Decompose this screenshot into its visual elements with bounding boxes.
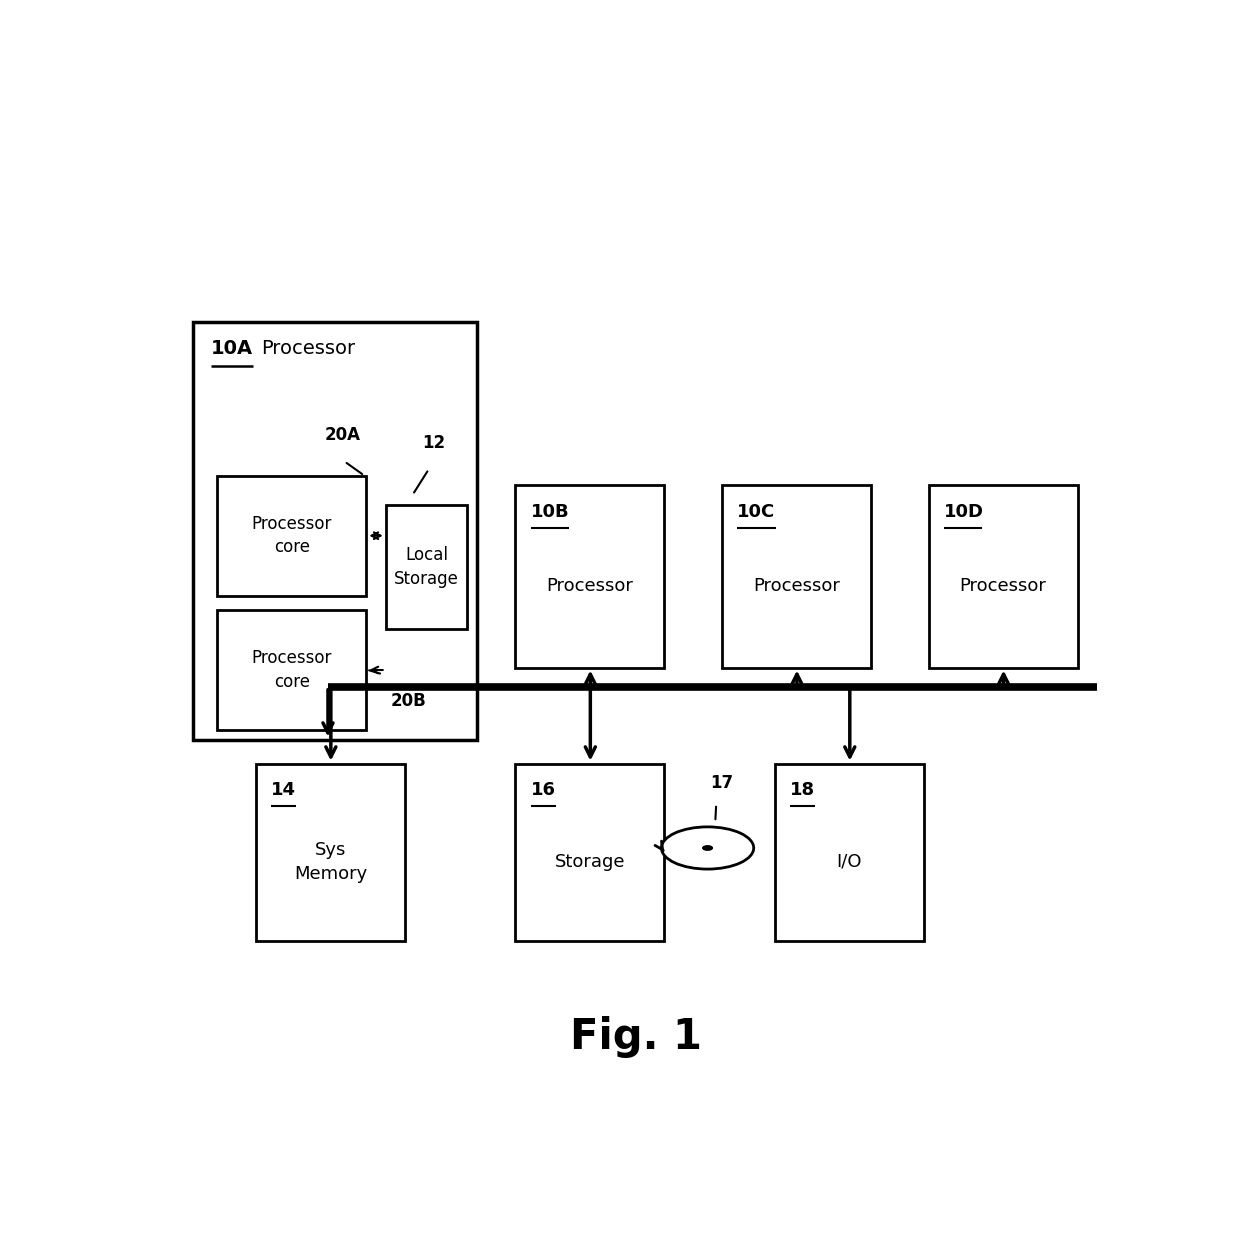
FancyBboxPatch shape [217, 476, 367, 596]
Ellipse shape [703, 846, 712, 850]
Text: 10A: 10A [211, 339, 253, 359]
Text: Local
Storage: Local Storage [394, 546, 459, 588]
FancyBboxPatch shape [193, 323, 477, 740]
Ellipse shape [661, 827, 754, 870]
Text: Processor: Processor [260, 339, 355, 359]
Text: 12: 12 [422, 434, 445, 452]
FancyBboxPatch shape [516, 485, 665, 668]
FancyBboxPatch shape [217, 611, 367, 730]
Text: 17: 17 [711, 774, 734, 792]
Text: 10B: 10B [531, 502, 569, 521]
FancyBboxPatch shape [255, 764, 404, 941]
FancyBboxPatch shape [929, 485, 1078, 668]
Text: 16: 16 [531, 781, 556, 799]
Text: Fig. 1: Fig. 1 [569, 1015, 702, 1058]
Text: Storage: Storage [554, 854, 625, 871]
Text: Sys
Memory: Sys Memory [294, 841, 367, 882]
Text: Processor: Processor [547, 577, 634, 596]
Text: 14: 14 [272, 781, 296, 799]
Text: 10C: 10C [738, 502, 775, 521]
Text: I/O: I/O [837, 854, 862, 871]
FancyBboxPatch shape [775, 764, 924, 941]
Text: 10D: 10D [944, 502, 985, 521]
FancyBboxPatch shape [722, 485, 870, 668]
FancyBboxPatch shape [386, 505, 467, 629]
Text: 20A: 20A [325, 426, 361, 444]
Text: Processor: Processor [960, 577, 1047, 596]
Text: 20B: 20B [391, 692, 427, 709]
Text: 18: 18 [790, 781, 816, 799]
Text: Processor: Processor [753, 577, 839, 596]
FancyBboxPatch shape [516, 764, 665, 941]
Text: Processor
core: Processor core [252, 649, 332, 690]
Text: Processor
core: Processor core [252, 515, 332, 557]
